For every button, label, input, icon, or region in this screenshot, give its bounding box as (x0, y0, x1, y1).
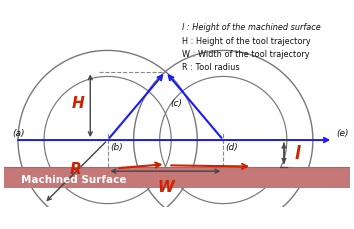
Text: (a): (a) (12, 128, 25, 138)
Text: (b): (b) (110, 143, 123, 152)
Text: H : Height of the tool trajectory: H : Height of the tool trajectory (182, 37, 311, 46)
Text: (d): (d) (225, 143, 238, 152)
Text: W : Width of the tool trajectory: W : Width of the tool trajectory (182, 50, 310, 59)
Text: l: l (295, 145, 300, 163)
Text: R : Tool radius: R : Tool radius (182, 63, 240, 72)
Polygon shape (4, 167, 350, 189)
Text: W: W (157, 180, 174, 194)
Text: Machined Surface: Machined Surface (21, 174, 126, 184)
Text: (c): (c) (170, 98, 182, 107)
Text: l : Height of the machined surface: l : Height of the machined surface (182, 23, 321, 32)
Text: H: H (71, 95, 84, 110)
Text: R: R (70, 162, 82, 177)
Text: (e): (e) (336, 128, 348, 138)
